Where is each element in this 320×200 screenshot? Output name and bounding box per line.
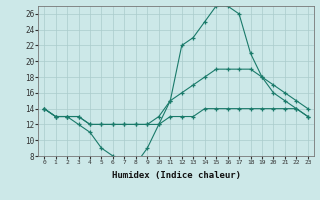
X-axis label: Humidex (Indice chaleur): Humidex (Indice chaleur) (111, 171, 241, 180)
